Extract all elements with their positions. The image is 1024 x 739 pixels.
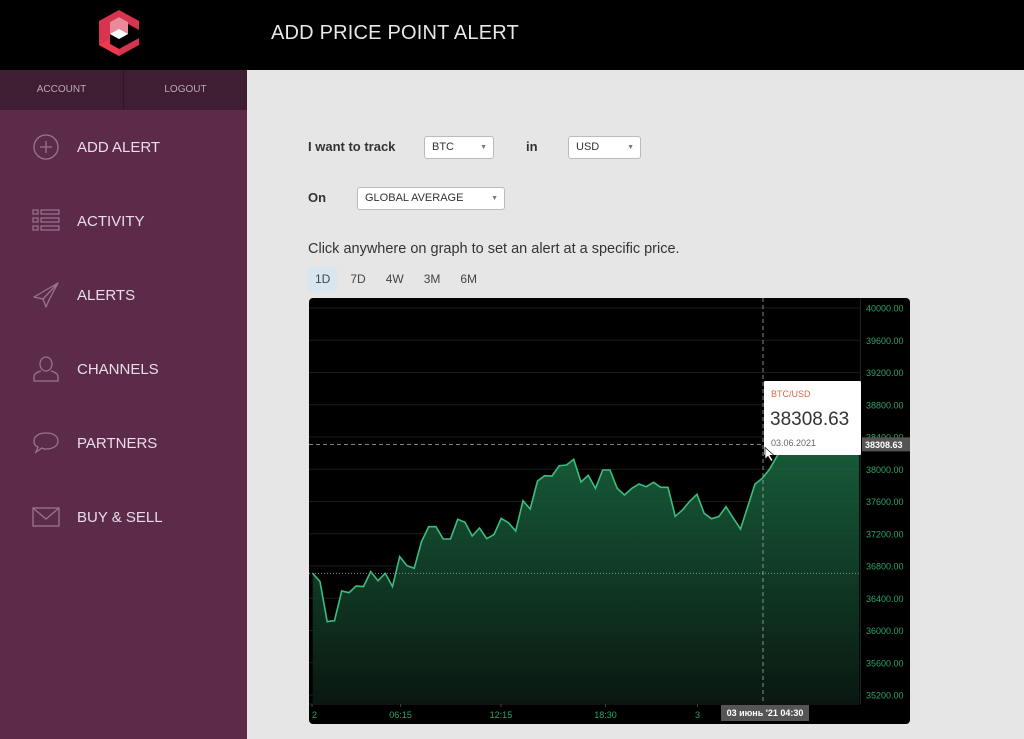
sidebar-item-label: ADD ALERT [77, 138, 161, 156]
top-bar: ADD PRICE POINT ALERT [0, 0, 1024, 70]
sidebar-item-label: ACTIVITY [77, 212, 145, 230]
price-chart-svg[interactable]: 40000.0039600.0039200.0038800.0038400.00… [309, 298, 910, 724]
speech-bubble-icon [33, 432, 59, 454]
list-icon [32, 209, 60, 231]
in-label: in [526, 139, 538, 154]
sidebar-item-label: CHANNELS [77, 360, 159, 378]
y-tick-label: 36400.00 [866, 594, 904, 604]
sidebar: ACCOUNT LOGOUT ADD ALERT ACTIVITY ALERTS… [0, 70, 247, 739]
envelope-icon [32, 507, 60, 527]
y-tick-label: 35600.00 [866, 658, 904, 668]
crosshair-price-label: 38308.63 [865, 440, 903, 450]
sidebar-item-buy-sell[interactable]: BUY & SELL [0, 492, 247, 542]
tab-7d[interactable]: 7D [350, 272, 366, 286]
cube-c-logo[interactable] [94, 8, 144, 58]
y-tick-label: 38800.00 [866, 400, 904, 410]
x-tick-label: 18:30 [594, 710, 617, 720]
plus-circle-icon [33, 134, 59, 160]
tab-4w[interactable]: 4W [385, 272, 404, 286]
sidebar-item-label: ALERTS [77, 286, 136, 304]
tab-6m[interactable]: 6M [460, 272, 478, 286]
x-tick-label: 2 [312, 710, 317, 720]
y-tick-label: 40000.00 [866, 304, 904, 314]
asset-value: BTC [432, 141, 454, 153]
sidebar-item-add-alert[interactable]: ADD ALERT [0, 122, 247, 172]
paper-plane-icon [33, 282, 59, 308]
exchange-value: GLOBAL AVERAGE [365, 192, 464, 204]
crosshair-time-label-bg [721, 705, 809, 721]
y-tick-label: 39200.00 [866, 368, 904, 378]
y-tick-label: 37200.00 [866, 529, 904, 539]
on-label: On [308, 190, 327, 205]
range-tabs: 1D 7D 4W 3M 6M [308, 267, 490, 291]
crosshair-time-label: 03 июнь '21 04:30 [727, 708, 804, 718]
sidebar-item-activity[interactable]: ACTIVITY [0, 196, 247, 246]
x-tick-label: 3 [695, 710, 700, 720]
crosshair-price-label-bg [862, 437, 910, 452]
sidebar-item-alerts[interactable]: ALERTS [0, 270, 247, 320]
user-icon [33, 356, 59, 382]
y-tick-label: 39600.00 [866, 336, 904, 346]
tooltip-price: 38308.63 [770, 409, 849, 430]
account-bar: ACCOUNT LOGOUT [0, 70, 247, 110]
sidebar-item-channels[interactable]: CHANNELS [0, 344, 247, 394]
sidebar-item-label: BUY & SELL [77, 508, 163, 526]
tab-1d[interactable]: 1D [308, 267, 338, 291]
x-tick-label: 12:15 [490, 710, 513, 720]
mouse-cursor-icon [764, 446, 775, 462]
exchange-select[interactable]: GLOBAL AVERAGE ▼ [357, 187, 505, 210]
chevron-down-icon: ▼ [480, 144, 487, 151]
currency-select[interactable]: USD ▼ [568, 136, 641, 159]
tooltip-pair: BTC/USD [771, 389, 811, 399]
track-label: I want to track [308, 139, 396, 154]
tooltip-box [764, 381, 861, 455]
page-title: ADD PRICE POINT ALERT [271, 22, 519, 44]
tooltip-date: 03.06.2021 [771, 438, 816, 448]
sidebar-item-partners[interactable]: PARTNERS [0, 418, 247, 468]
chevron-down-icon: ▼ [491, 195, 498, 202]
currency-value: USD [576, 141, 600, 153]
x-tick-label: 06:15 [389, 710, 412, 720]
chevron-down-icon: ▼ [627, 144, 634, 151]
account-link[interactable]: ACCOUNT [0, 70, 124, 110]
y-tick-label: 37600.00 [866, 497, 904, 507]
series-line [312, 443, 860, 623]
y-tick-label: 36800.00 [866, 562, 904, 572]
sidebar-item-label: PARTNERS [77, 434, 158, 452]
price-chart[interactable]: 40000.0039600.0039200.0038800.0038400.00… [309, 298, 910, 724]
asset-select[interactable]: BTC ▼ [424, 136, 494, 159]
main-content: I want to track BTC ▼ in USD ▼ On GLOBAL A… [247, 70, 1024, 739]
y-tick-label: 38000.00 [866, 465, 904, 475]
y-tick-label: 35200.00 [866, 691, 904, 701]
chart-hint: Click anywhere on graph to set an alert … [308, 241, 680, 257]
y-tick-label: 36000.00 [866, 626, 904, 636]
logout-link[interactable]: LOGOUT [164, 84, 207, 95]
tab-3m[interactable]: 3M [423, 272, 441, 286]
